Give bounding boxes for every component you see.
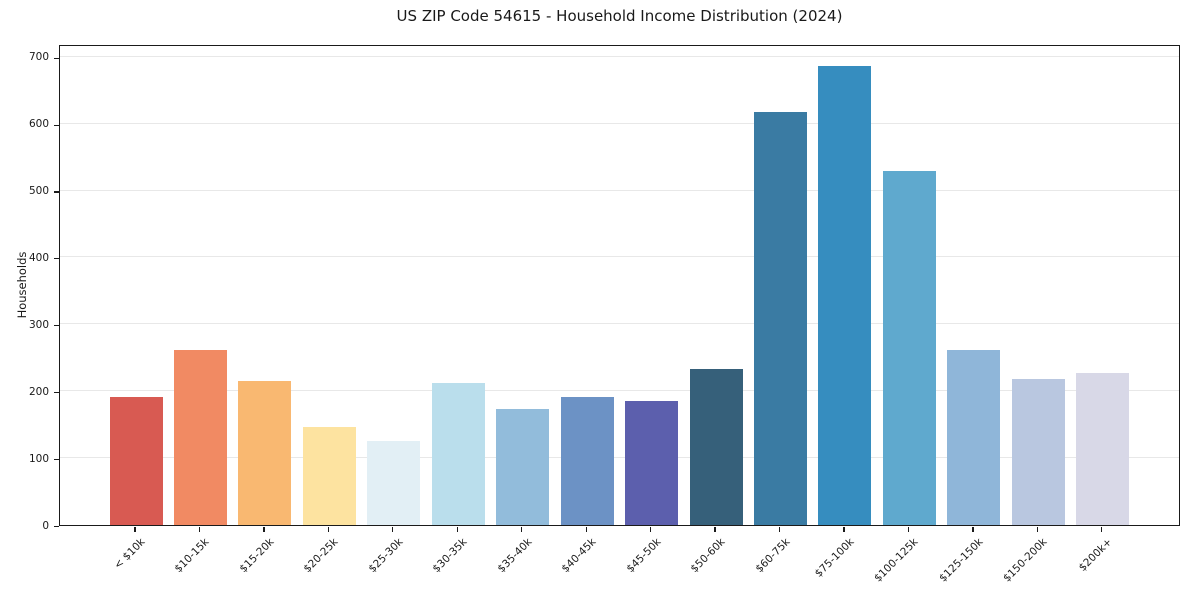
plot-area [59,45,1180,526]
x-tick-label: $75-100k [812,535,857,580]
x-tick-mark [198,527,201,533]
bar-200k [1076,373,1130,525]
x-tick-mark [392,527,394,533]
y-tick-mark [54,57,59,59]
x-tick-mark [650,527,652,533]
x-tick-label: $100-125k [872,535,921,585]
y-gridline-700 [60,55,1179,57]
x-tick-label: $30-35k [430,535,470,575]
x-tick-mark [972,527,974,533]
bar-50-60k [689,369,743,525]
x-tick-label: $200k+ [1076,535,1115,574]
y-gridline-300 [60,323,1179,325]
bar-150-200k [1011,378,1065,525]
y-tick-label: 200 [28,385,49,398]
bar-15-20k [238,381,292,525]
y-tick-label: 700 [28,51,49,64]
y-tick-mark [54,392,59,394]
bar-40-45k [560,396,614,525]
y-tick-label: 500 [28,185,49,197]
x-tick-mark [456,527,458,533]
y-gridline-600 [60,122,1179,124]
bar-35-40k [496,409,550,525]
x-tick-mark [327,527,330,533]
x-tick-mark [714,527,716,533]
x-tick-mark [907,527,910,533]
y-gridline-500 [60,189,1179,191]
y-tick-label: 100 [28,452,49,465]
x-tick-mark [585,527,587,533]
x-tick-label: < $10k [111,535,148,572]
x-tick-label: $35-40k [495,535,535,575]
x-tick-label: $150-200k [1001,535,1050,585]
bar-60-75k [754,111,807,525]
x-tick-label: $10-15k [172,535,212,575]
y-gridline-200 [60,390,1179,392]
x-tick-label: $20-25k [301,535,341,575]
x-tick-label: $60-75k [752,535,792,575]
x-tick-mark [134,527,136,533]
y-tick-mark [54,258,59,260]
y-tick-mark [54,191,59,193]
y-tick-mark [54,525,59,528]
bar-100-125k [882,171,936,525]
x-tick-label: $40-45k [559,535,599,575]
y-tick-label: 600 [28,118,49,131]
bar-20-25k [302,426,356,525]
x-tick-mark [843,527,845,533]
y-tick-mark [54,459,59,461]
y-tick-label: 300 [28,318,49,331]
chart-title: US ZIP Code 54615 - Household Income Dis… [396,7,843,25]
y-tick-label: 400 [28,251,49,264]
x-tick-mark [521,527,523,533]
x-tick-label: $125-150k [936,535,986,585]
x-tick-label: $15-20k [237,535,277,575]
x-tick-label: $45-50k [623,535,664,575]
x-tick-mark [778,527,781,533]
bar-125-150k [947,350,1001,525]
x-tick-mark [263,527,265,533]
x-tick-mark [1036,527,1038,533]
y-gridline-100 [60,457,1179,459]
y-tick-mark [54,124,59,126]
bar-30-35k [431,382,485,525]
bar-10k [109,397,163,525]
bar-25-30k [367,441,421,525]
y-tick-label: 0 [42,519,49,532]
x-tick-label: $25-30k [366,535,406,575]
y-tick-mark [54,325,59,327]
bar-75-100k [818,66,872,525]
x-tick-label: $50-60k [688,535,728,575]
bar-10-15k [173,350,227,525]
x-tick-mark [1101,527,1103,533]
bar-45-50k [625,400,679,525]
y-gridline-400 [60,256,1179,258]
